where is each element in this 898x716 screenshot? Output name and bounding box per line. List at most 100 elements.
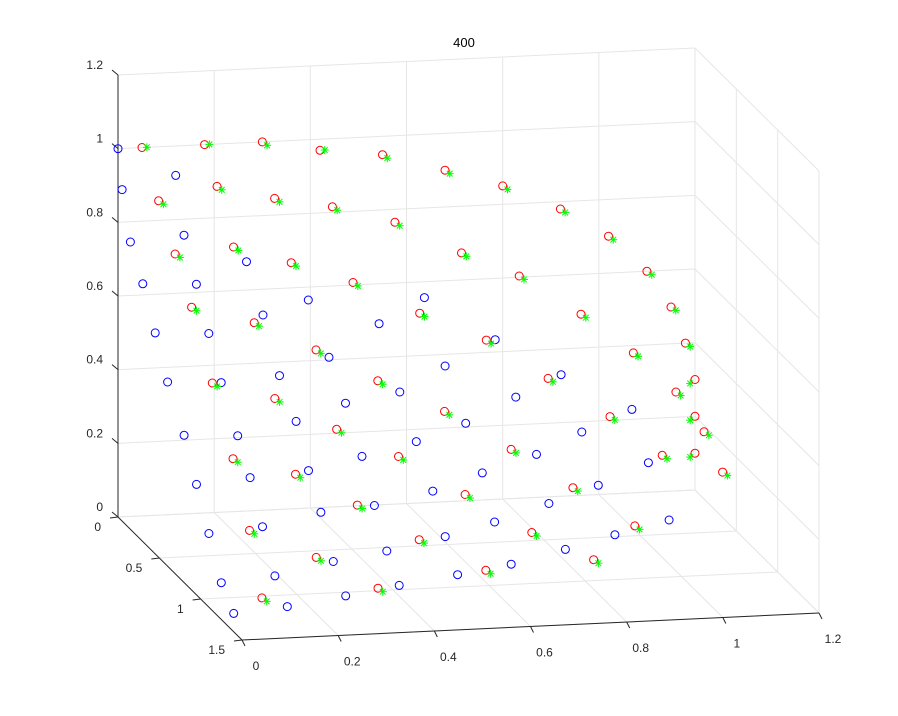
- red-circle-point: [605, 412, 615, 422]
- blue-circle-point: [324, 352, 334, 362]
- grid-line-back-z: [117, 415, 696, 444]
- z-tick-label: 0.4: [86, 353, 103, 367]
- green-star-point: [573, 487, 582, 496]
- blue-circle-point: [245, 473, 255, 483]
- red-circle-point: [270, 394, 280, 403]
- red-circle-point: [568, 483, 578, 493]
- z-tick-label: 0.2: [86, 426, 103, 440]
- grid-line-side-z: [694, 194, 820, 319]
- green-star-point: [316, 556, 325, 565]
- x-tick-label: 1: [733, 637, 740, 651]
- x-tick-label: 1.2: [825, 632, 842, 646]
- red-circle-point: [440, 406, 449, 416]
- blue-circle-point: [664, 515, 674, 525]
- green-star-point: [676, 391, 685, 400]
- blue-circle-point: [394, 580, 404, 590]
- red-circle-point: [671, 387, 681, 397]
- green-star-point: [647, 270, 656, 279]
- x-tick-mark: [722, 617, 727, 624]
- green-star-point: [142, 143, 151, 152]
- blue-circle-point: [560, 544, 570, 554]
- blue-circle-point: [304, 466, 313, 476]
- green-star-point: [419, 539, 428, 548]
- x-tick-label: 0.2: [344, 655, 361, 669]
- grid-line-floor-x: [502, 498, 628, 623]
- green-star-point: [634, 352, 643, 361]
- green-star-point: [213, 382, 222, 391]
- red-circle-point: [514, 271, 524, 281]
- green-star-point: [159, 200, 168, 209]
- blue-circle-point: [556, 370, 566, 380]
- blue-circle-point: [610, 530, 620, 540]
- green-star-point: [275, 197, 284, 206]
- red-circle-point: [543, 373, 553, 383]
- y-tick-label: 1.5: [208, 643, 225, 657]
- green-star-point: [671, 306, 680, 315]
- red-circle-point: [604, 231, 613, 241]
- blue-circle-point: [341, 398, 350, 408]
- red-circle-point: [680, 338, 690, 348]
- green-star-point: [320, 146, 329, 155]
- red-circle-point: [481, 565, 491, 575]
- red-circle-point: [457, 248, 466, 258]
- grid-line-back-z: [117, 47, 696, 76]
- y-tick-label: 0.5: [126, 561, 143, 575]
- red-circle-point: [628, 348, 638, 358]
- green-star-point: [610, 416, 619, 425]
- blue-circle-point: [411, 437, 421, 447]
- green-star-point: [520, 275, 529, 284]
- red-circle-point: [718, 467, 728, 477]
- grid-line-back-z: [117, 268, 696, 297]
- blue-circle-point: [163, 377, 173, 387]
- green-star-point: [275, 397, 284, 406]
- blue-circle-point: [179, 430, 189, 440]
- z-tick-mark: [111, 216, 119, 223]
- green-star-point: [511, 448, 520, 457]
- red-circle-point: [555, 204, 565, 214]
- green-star-point: [192, 306, 201, 315]
- green-star-point: [445, 410, 454, 419]
- blue-circle-point: [382, 546, 392, 556]
- green-star-point: [262, 597, 271, 606]
- blue-circle-point: [233, 431, 243, 441]
- green-star-point: [353, 281, 362, 290]
- green-star-point: [296, 473, 305, 482]
- blue-circle-point: [419, 293, 429, 303]
- z-tick-mark: [111, 511, 119, 518]
- red-circle-point: [154, 196, 164, 206]
- tick-labels: 0 0.2 0.4 0.6 0.8 1 1.2 0 0.5 1 1.5 0 0.2 0.4 0.6 0.8 1 1…: [86, 58, 841, 673]
- blue-circle-point: [138, 279, 148, 289]
- red-circle-point: [666, 302, 676, 312]
- grid-line-side-z: [694, 47, 820, 172]
- y-tick-mark: [109, 516, 119, 519]
- data-points: [113, 137, 732, 618]
- green-star-point: [291, 262, 300, 271]
- red-circle-point: [657, 450, 667, 460]
- red-circle-point: [187, 302, 197, 312]
- blue-circle-point: [511, 392, 521, 402]
- red-circle-point: [270, 193, 280, 203]
- green-star-point: [263, 141, 272, 150]
- blue-circle-point: [477, 468, 487, 478]
- green-star-point: [250, 529, 259, 538]
- red-circle-point: [207, 378, 217, 388]
- chart-title: 400: [453, 35, 475, 50]
- green-star-point: [609, 235, 618, 244]
- red-circle-point: [589, 555, 599, 565]
- grid-line-floor-x: [213, 512, 339, 636]
- green-star-point: [383, 154, 392, 163]
- blue-circle-point: [229, 608, 239, 618]
- blue-circle-point: [440, 532, 450, 542]
- blue-circle-point: [192, 479, 201, 489]
- green-star-point: [358, 504, 367, 513]
- blue-circle-point: [258, 310, 268, 320]
- grid-line-side-z: [694, 415, 820, 540]
- x-tick-mark: [530, 626, 534, 633]
- green-star-point: [581, 313, 590, 322]
- red-circle-point: [460, 490, 470, 499]
- y-tick-mark: [192, 598, 201, 601]
- green-star-point: [503, 185, 512, 194]
- blue-circle-point: [171, 170, 181, 180]
- red-circle-point: [373, 376, 383, 386]
- red-circle-point: [286, 258, 296, 268]
